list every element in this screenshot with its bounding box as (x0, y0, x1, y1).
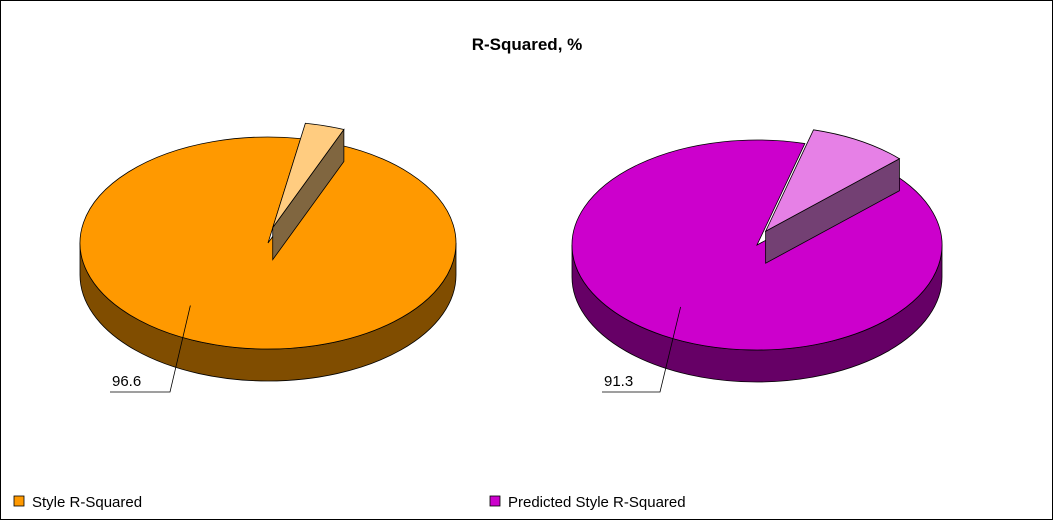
data-label: 91.3 (604, 373, 633, 390)
pie-slice (79, 136, 457, 382)
legend-swatch (489, 495, 501, 507)
pie-top (764, 129, 901, 233)
legend-swatch (13, 495, 25, 507)
pie-slice (272, 122, 345, 261)
pie-slice (571, 139, 943, 383)
pie-slice (764, 129, 901, 264)
data-label: 96.6 (112, 373, 141, 390)
legend-label: Predicted Style R-Squared (508, 494, 686, 511)
chart-title: R-Squared, % (472, 35, 583, 54)
pie-top (272, 122, 345, 228)
pie-top (571, 139, 943, 351)
leader-line (110, 305, 191, 393)
legend-label: Style R-Squared (32, 494, 142, 511)
leader-line (602, 306, 681, 393)
pie-top (79, 136, 457, 350)
